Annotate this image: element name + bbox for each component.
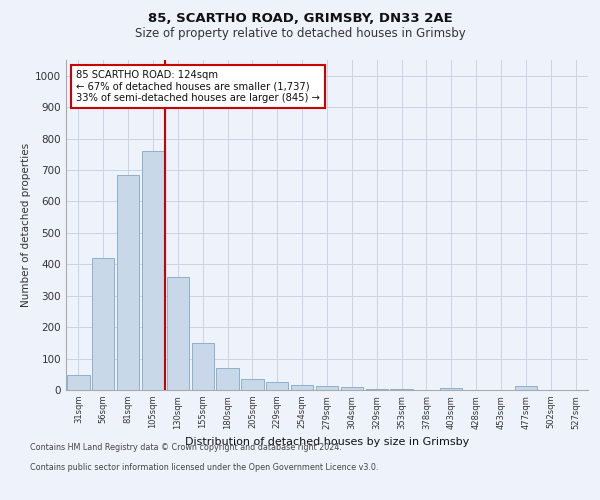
Bar <box>316 386 338 390</box>
Bar <box>440 388 463 390</box>
X-axis label: Distribution of detached houses by size in Grimsby: Distribution of detached houses by size … <box>185 437 469 447</box>
Bar <box>217 368 239 390</box>
Bar <box>92 258 115 390</box>
Text: Contains HM Land Registry data © Crown copyright and database right 2024.: Contains HM Land Registry data © Crown c… <box>30 442 342 452</box>
Bar <box>67 375 89 390</box>
Text: Size of property relative to detached houses in Grimsby: Size of property relative to detached ho… <box>134 28 466 40</box>
Bar <box>167 277 189 390</box>
Bar <box>365 389 388 390</box>
Bar <box>241 378 263 390</box>
Bar <box>266 382 289 390</box>
Bar <box>515 386 537 390</box>
Text: 85, SCARTHO ROAD, GRIMSBY, DN33 2AE: 85, SCARTHO ROAD, GRIMSBY, DN33 2AE <box>148 12 452 26</box>
Y-axis label: Number of detached properties: Number of detached properties <box>21 143 31 307</box>
Bar <box>117 174 139 390</box>
Text: Contains public sector information licensed under the Open Government Licence v3: Contains public sector information licen… <box>30 462 379 471</box>
Text: 85 SCARTHO ROAD: 124sqm
← 67% of detached houses are smaller (1,737)
33% of semi: 85 SCARTHO ROAD: 124sqm ← 67% of detache… <box>76 70 320 103</box>
Bar <box>191 343 214 390</box>
Bar <box>341 388 363 390</box>
Bar <box>291 385 313 390</box>
Bar <box>142 151 164 390</box>
